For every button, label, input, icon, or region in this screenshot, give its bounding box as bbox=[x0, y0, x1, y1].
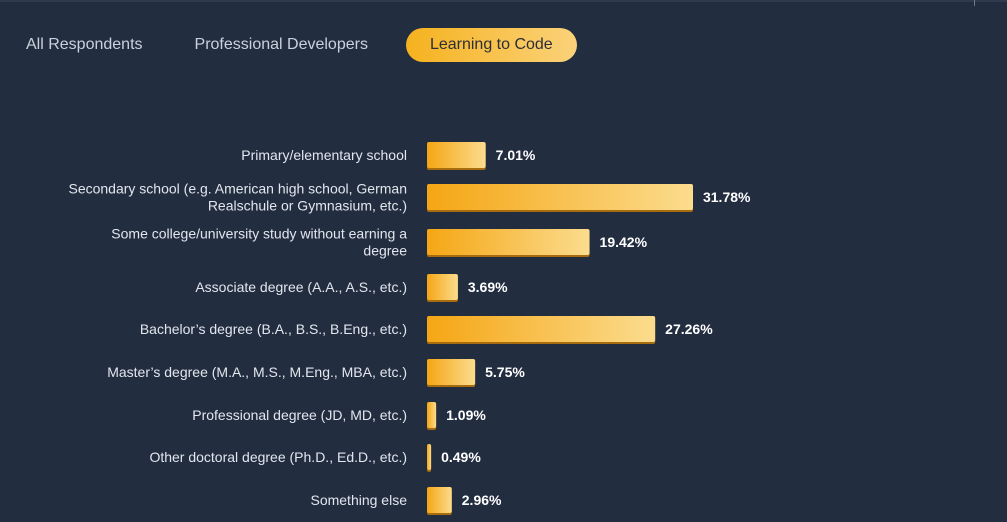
category-label-line: Professional degree (JD, MD, etc.) bbox=[192, 407, 407, 423]
bar-value-label: 0.49% bbox=[441, 449, 481, 465]
category-label: Associate degree (A.A., A.S., etc.) bbox=[195, 279, 407, 295]
category-label-line: Secondary school (e.g. American high sch… bbox=[68, 181, 407, 197]
bar-value-label: 19.42% bbox=[600, 234, 648, 250]
bar-value-label: 7.01% bbox=[496, 147, 536, 163]
category-label: Other doctoral degree (Ph.D., Ed.D., etc… bbox=[149, 449, 407, 465]
category-label-line: Bachelor’s degree (B.A., B.S., B.Eng., e… bbox=[140, 321, 407, 337]
bar-value-label: 3.69% bbox=[468, 279, 508, 295]
category-label-line: Some college/university study without ea… bbox=[111, 226, 407, 242]
bar-value-label: 5.75% bbox=[485, 364, 525, 380]
category-label-line: Master’s degree (M.A., M.S., M.Eng., MBA… bbox=[107, 364, 407, 380]
bar[interactable] bbox=[427, 487, 452, 513]
category-label: Professional degree (JD, MD, etc.) bbox=[192, 407, 407, 423]
tab-professional-developers[interactable]: Professional Developers bbox=[194, 36, 368, 53]
bar-value-label: 1.09% bbox=[446, 407, 486, 423]
tab-learning-to-code[interactable]: Learning to Code bbox=[405, 28, 577, 62]
category-label: Secondary school (e.g. American high sch… bbox=[68, 181, 407, 214]
category-label: Some college/university study without ea… bbox=[111, 226, 407, 259]
category-label: Something else bbox=[310, 492, 407, 508]
top-divider-tick bbox=[974, 0, 975, 6]
category-label-line: Associate degree (A.A., A.S., etc.) bbox=[195, 279, 407, 295]
bar[interactable] bbox=[427, 142, 486, 168]
bar-value-label: 2.96% bbox=[462, 492, 502, 508]
bar[interactable] bbox=[427, 229, 590, 255]
category-label: Master’s degree (M.A., M.S., M.Eng., MBA… bbox=[107, 364, 407, 380]
category-label: Bachelor’s degree (B.A., B.S., B.Eng., e… bbox=[140, 321, 407, 337]
bar[interactable] bbox=[427, 359, 476, 385]
category-label-line: Realschule or Gymnasium, etc.) bbox=[208, 198, 407, 214]
tab-all-respondents[interactable]: All Respondents bbox=[26, 36, 143, 53]
bar-value-label: 31.78% bbox=[703, 189, 751, 205]
category-label: Primary/elementary school bbox=[241, 147, 407, 163]
category-label-line: Primary/elementary school bbox=[241, 147, 407, 163]
category-label-line: Other doctoral degree (Ph.D., Ed.D., etc… bbox=[149, 449, 407, 465]
category-label-line: Something else bbox=[310, 492, 407, 508]
top-divider bbox=[0, 0, 1007, 2]
category-label-line: degree bbox=[363, 243, 407, 259]
bar[interactable] bbox=[427, 444, 432, 470]
bar[interactable] bbox=[427, 274, 458, 300]
bar[interactable] bbox=[427, 402, 437, 428]
respondent-tabs: All Respondents Professional Developers … bbox=[12, 28, 601, 62]
bar[interactable] bbox=[427, 184, 693, 210]
bar[interactable] bbox=[427, 316, 656, 342]
bar-value-label: 27.26% bbox=[665, 321, 713, 337]
